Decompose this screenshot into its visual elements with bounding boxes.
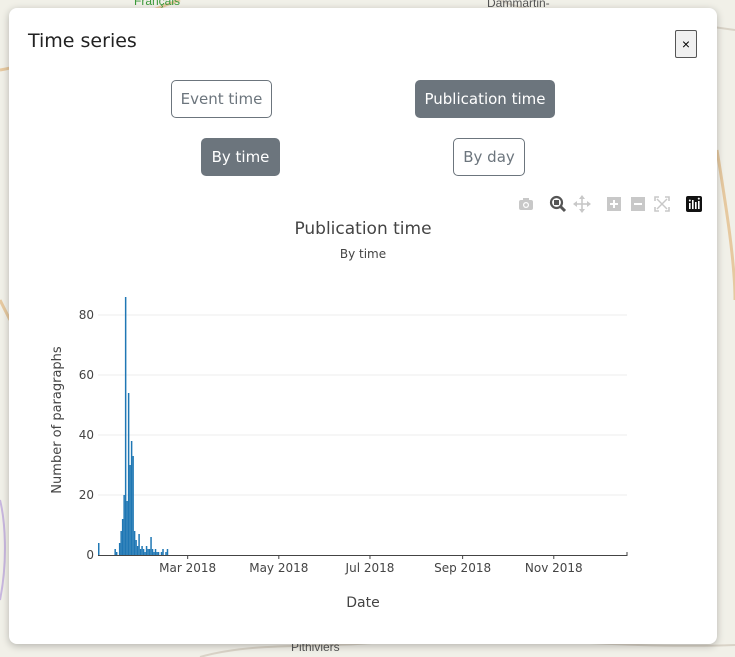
- y-tick-label: 80: [79, 308, 94, 322]
- bar[interactable]: [98, 543, 100, 555]
- bar[interactable]: [165, 552, 167, 555]
- bar[interactable]: [133, 531, 136, 555]
- bar[interactable]: [132, 456, 134, 555]
- close-button[interactable]: ×: [675, 30, 697, 58]
- bar[interactable]: [162, 549, 164, 555]
- publication-time-button[interactable]: Publication time: [415, 80, 555, 118]
- bar[interactable]: [136, 546, 139, 555]
- bar[interactable]: [160, 552, 163, 555]
- bar[interactable]: [139, 549, 142, 555]
- bar[interactable]: [135, 540, 137, 555]
- modal-title: Time series: [28, 30, 137, 52]
- autoscale-icon[interactable]: [652, 194, 672, 214]
- event-time-button[interactable]: Event time: [171, 80, 272, 118]
- bar[interactable]: [121, 519, 124, 555]
- zoom-out-icon[interactable]: [628, 194, 648, 214]
- x-tick-label: Mar 2018: [159, 561, 216, 575]
- bar[interactable]: [138, 534, 140, 555]
- pan-icon[interactable]: [572, 194, 592, 214]
- bar[interactable]: [114, 549, 116, 555]
- y-tick-label: 40: [79, 428, 94, 442]
- bar[interactable]: [142, 549, 145, 555]
- map-label: Dammartin-: [487, 0, 550, 10]
- plotly-logo-icon[interactable]: [684, 194, 704, 214]
- bar[interactable]: [148, 549, 151, 555]
- bar[interactable]: [154, 549, 157, 555]
- bar[interactable]: [127, 393, 130, 555]
- x-tick-label: May 2018: [249, 561, 308, 575]
- zoom-in-icon[interactable]: [604, 194, 624, 214]
- bar[interactable]: [150, 537, 152, 555]
- bar[interactable]: [141, 546, 143, 555]
- bar[interactable]: [120, 531, 122, 555]
- map-label: Français: [134, 0, 181, 8]
- bar[interactable]: [123, 495, 125, 555]
- time-series-modal: Time series × Event time Publication tim…: [9, 8, 717, 644]
- bar[interactable]: [124, 297, 127, 555]
- y-tick-label: 60: [79, 368, 94, 382]
- bar[interactable]: [126, 501, 128, 555]
- chart-title: Publication time: [294, 219, 432, 239]
- bar[interactable]: [153, 552, 155, 555]
- x-tick-label: Jul 2018: [345, 561, 395, 575]
- by-time-button[interactable]: By time: [201, 138, 280, 176]
- bar[interactable]: [129, 465, 131, 555]
- bar[interactable]: [166, 549, 169, 555]
- by-day-button[interactable]: By day: [453, 138, 525, 176]
- chart-subtitle: By time: [339, 247, 387, 261]
- bar[interactable]: [151, 549, 154, 555]
- bar[interactable]: [118, 543, 121, 555]
- bar[interactable]: [156, 552, 158, 555]
- bar[interactable]: [130, 441, 133, 555]
- bar[interactable]: [157, 552, 160, 555]
- bar[interactable]: [145, 546, 148, 555]
- bar-chart: 0 20 40 60 80 Mar 2018 May 2018 Jul 2018 Sep 201…: [50, 297, 628, 611]
- bar[interactable]: [147, 549, 149, 555]
- bar[interactable]: [144, 552, 146, 555]
- x-tick-label: Nov 2018: [525, 561, 583, 575]
- x-tick-label: Sep 2018: [434, 561, 491, 575]
- zoom-icon[interactable]: [548, 194, 568, 214]
- y-axis-label: Number of paragraphs: [50, 346, 65, 494]
- y-tick-label: 0: [86, 548, 94, 562]
- bar[interactable]: [115, 552, 118, 555]
- y-tick-label: 20: [79, 488, 94, 502]
- camera-icon[interactable]: [516, 194, 536, 214]
- x-axis-label: Date: [346, 595, 379, 611]
